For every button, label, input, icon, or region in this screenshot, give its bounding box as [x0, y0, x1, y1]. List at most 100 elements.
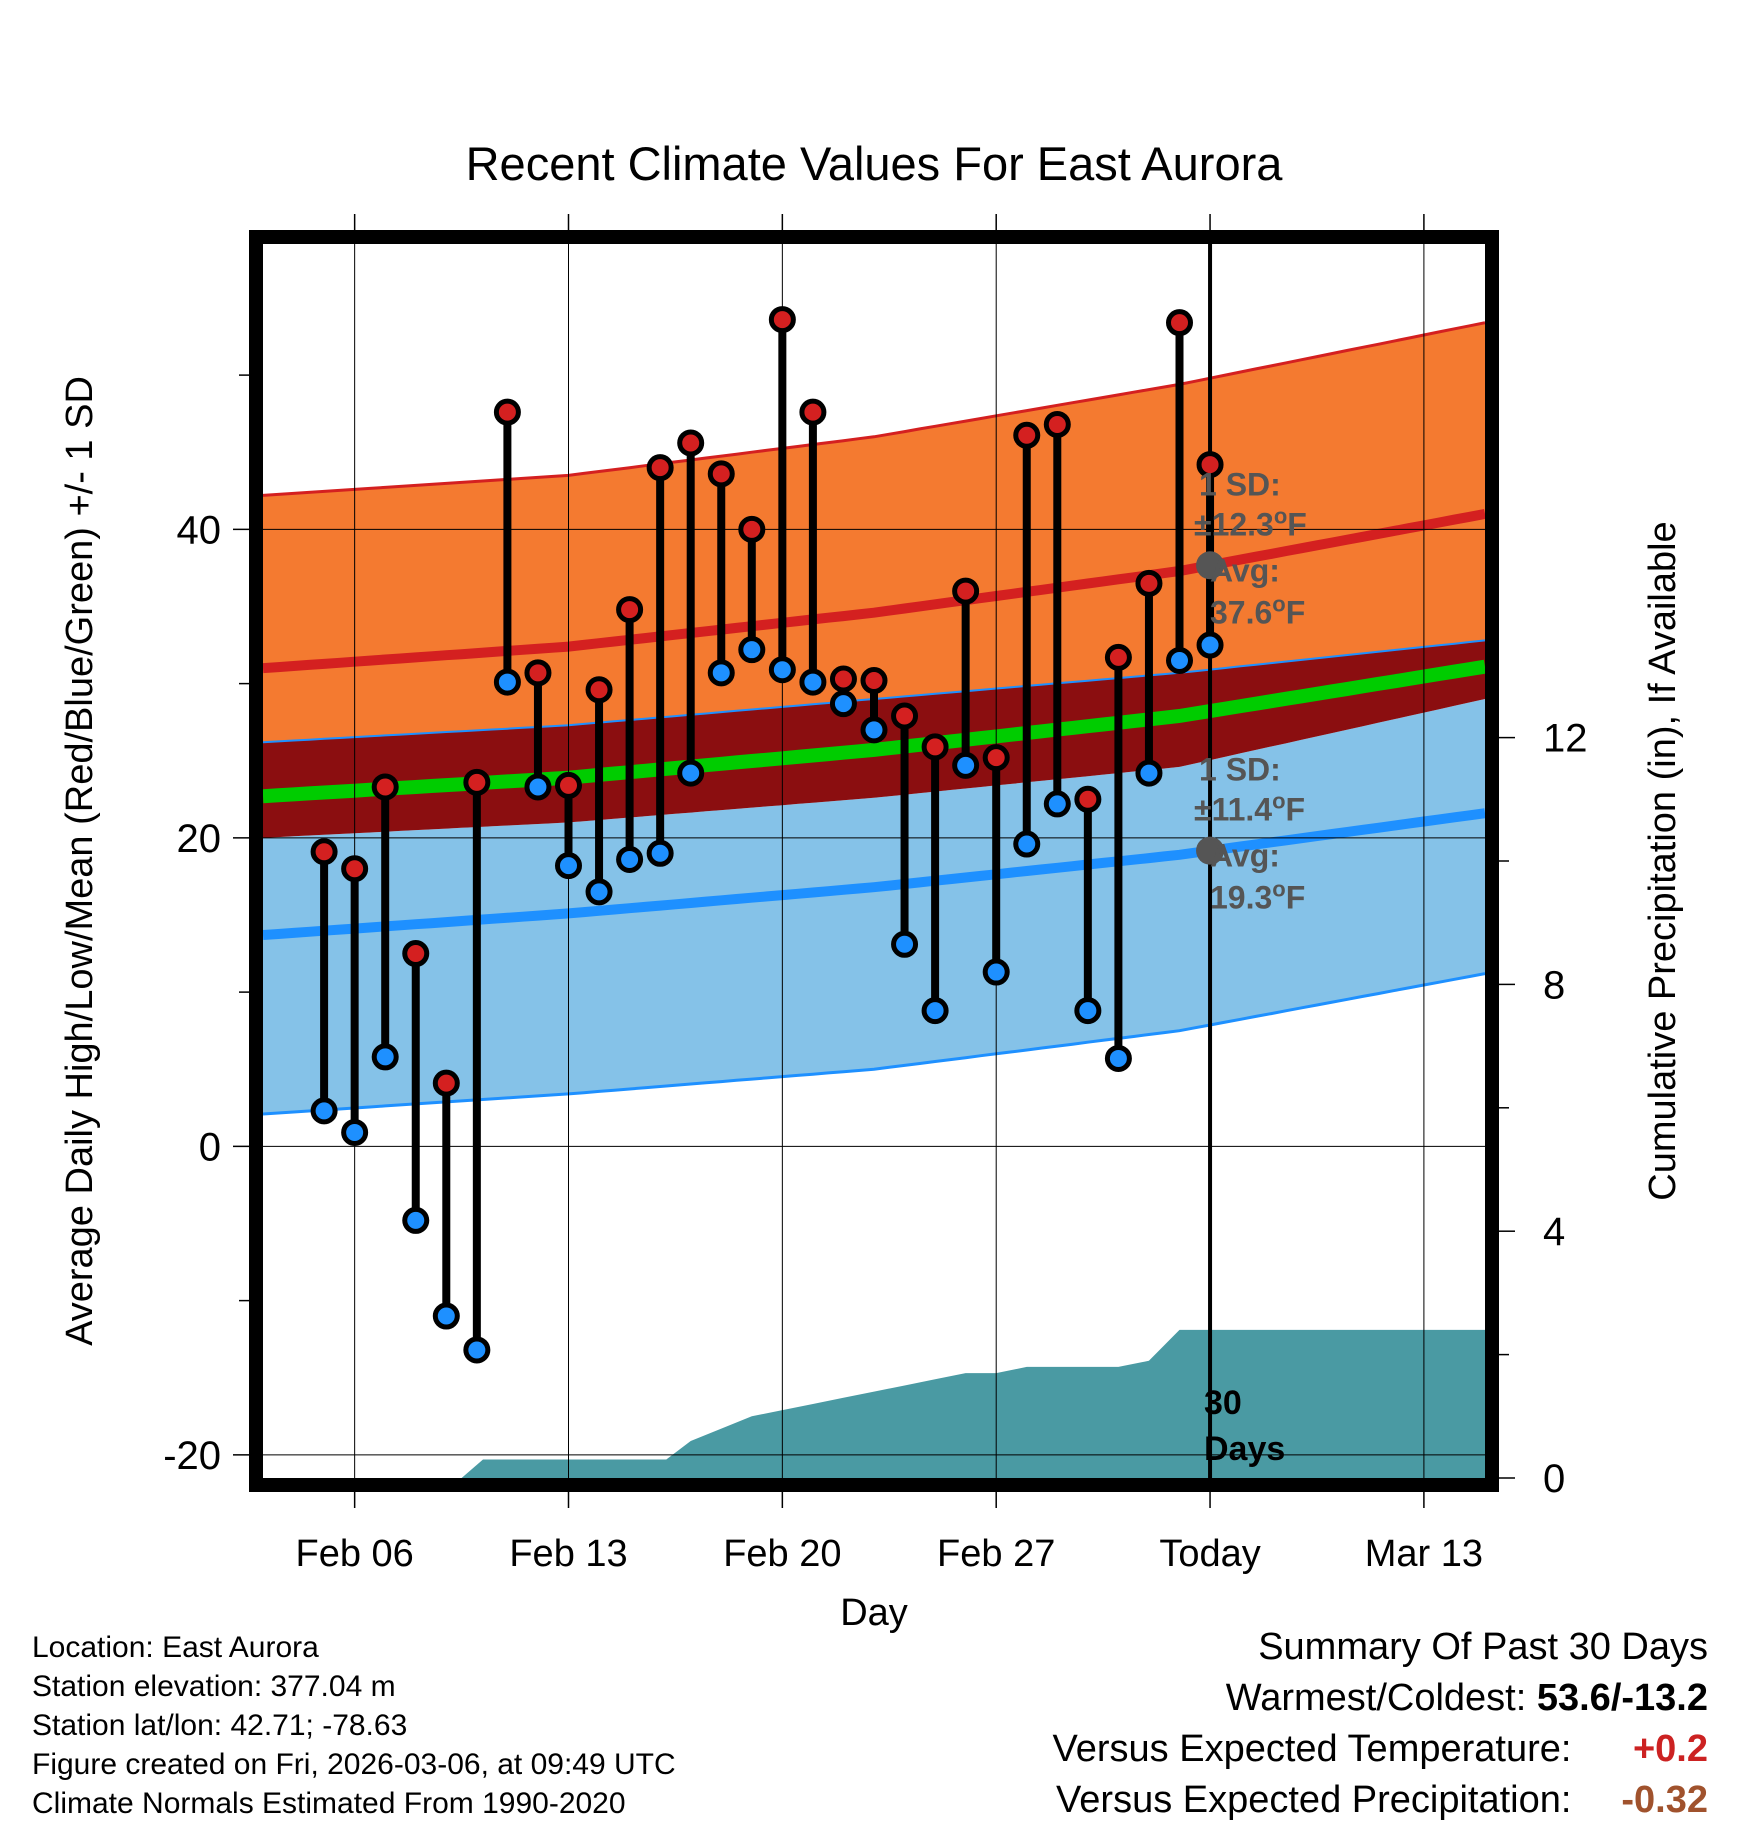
- temp-label: Versus Expected Temperature:: [1052, 1728, 1572, 1770]
- high-marker: [524, 659, 552, 687]
- high-avg-label-part: Avg:: [1210, 552, 1280, 588]
- info-elevation: Station elevation: 377.04 m: [32, 1670, 396, 1703]
- today-high-avg-dot: [1196, 551, 1225, 580]
- low-sd-value: ±11.4oF: [1194, 789, 1305, 828]
- high-marker: [921, 733, 949, 761]
- low-avg-value-part: F: [1286, 880, 1306, 916]
- high-marker: [341, 855, 369, 883]
- high-marker: [463, 768, 491, 796]
- low-marker: [768, 656, 796, 684]
- high-avg-value-part: o: [1272, 591, 1285, 616]
- low-marker: [860, 716, 888, 744]
- high-sd-value: ±12.3oF: [1194, 503, 1307, 542]
- station-info: Location: East Aurora Station elevation:…: [32, 1628, 676, 1823]
- low-marker: [1135, 759, 1163, 787]
- y-tick-label: -20: [163, 1434, 221, 1478]
- low-marker: [463, 1336, 491, 1364]
- info-normals: Climate Normals Estimated From 1990-2020: [32, 1787, 626, 1820]
- high-marker: [952, 577, 980, 605]
- high-marker: [310, 838, 338, 866]
- high-sd-value-part: F: [1287, 506, 1307, 542]
- x-tick-label: Feb 20: [723, 1533, 841, 1575]
- low-marker: [738, 636, 766, 664]
- summary-temp: Versus Expected Temperature: +0.2: [1053, 1724, 1708, 1775]
- low-marker: [1043, 790, 1071, 818]
- low-marker: [1104, 1044, 1132, 1072]
- y-tick-label: 0: [199, 1125, 221, 1169]
- low-sd-label-part: 1 SD:: [1199, 752, 1281, 788]
- low-marker: [371, 1043, 399, 1071]
- low-sd-value-part: F: [1286, 792, 1306, 828]
- high-avg-label: Avg:: [1210, 552, 1280, 588]
- high-marker: [677, 429, 705, 457]
- low-marker: [432, 1302, 460, 1330]
- high-marker: [371, 773, 399, 801]
- low-marker: [341, 1118, 369, 1146]
- low-marker: [982, 958, 1010, 986]
- high-marker: [1074, 785, 1102, 813]
- high-avg-line: [263, 508, 1485, 674]
- x-tick-label: Today: [1159, 1533, 1260, 1575]
- high-marker: [738, 515, 766, 543]
- info-latlon: Station lat/lon: 42.71; -78.63: [32, 1709, 408, 1742]
- plot-frame: [249, 230, 1499, 1492]
- low-marker: [310, 1097, 338, 1125]
- high-marker: [799, 398, 827, 426]
- high-marker: [493, 398, 521, 426]
- today-low-avg-dot: [1196, 836, 1225, 865]
- high-marker: [402, 940, 430, 968]
- y-tick-label: 40: [177, 508, 222, 552]
- precip-label-2: Days: [1204, 1430, 1285, 1468]
- high-marker: [1196, 451, 1224, 479]
- low-marker: [829, 690, 857, 718]
- high-marker: [1166, 309, 1193, 337]
- y2-tick-label: 12: [1543, 717, 1588, 761]
- y2-axis-label: Cumulative Precipitation (in), If Availa…: [1642, 521, 1684, 1200]
- low-marker: [646, 839, 674, 867]
- summary-precip: Versus Expected Precipitation: -0.32: [1053, 1775, 1708, 1826]
- low-lower-line: [263, 972, 1485, 1116]
- low-marker: [402, 1206, 430, 1234]
- low-marker: [1013, 830, 1041, 858]
- low-marker: [585, 878, 613, 906]
- low-sd-value-part: ±11.4: [1194, 792, 1272, 828]
- high-upper-line: [263, 321, 1485, 497]
- low-marker: [707, 659, 735, 687]
- high-marker: [982, 744, 1010, 772]
- low-marker: [799, 668, 827, 696]
- high-marker: [616, 596, 644, 624]
- high-marker: [768, 306, 796, 334]
- low-sd-value-part: o: [1272, 789, 1285, 814]
- low-avg-value-part: o: [1272, 877, 1285, 902]
- low-marker: [952, 751, 980, 779]
- info-created: Figure created on Fri, 2026-03-06, at 09…: [32, 1748, 676, 1781]
- high-marker: [1135, 569, 1163, 597]
- x-tick-label: Feb 06: [295, 1533, 413, 1575]
- low-marker: [524, 773, 552, 801]
- x-tick-label: Feb 27: [937, 1533, 1055, 1575]
- y-tick-label: 20: [177, 817, 222, 861]
- low-marker: [1166, 646, 1193, 674]
- summary-warm-cold: Warmest/Coldest: 53.6/-13.2: [1053, 1673, 1708, 1724]
- y2-tick-label: 8: [1543, 963, 1565, 1007]
- low-marker: [493, 668, 521, 696]
- high-marker: [1013, 421, 1041, 449]
- high-marker: [707, 460, 735, 488]
- low-avg-label-part: Avg:: [1210, 838, 1280, 874]
- high-marker: [555, 771, 582, 799]
- low-marker: [921, 997, 949, 1025]
- warm-cold-value: 53.6/-13.2: [1536, 1677, 1708, 1719]
- low-sd-label: 1 SD:: [1199, 752, 1281, 788]
- y-axis-label: Average Daily High/Low/Mean (Red/Blue/Gr…: [59, 376, 101, 1346]
- high-sd-label: 1 SD:: [1199, 466, 1281, 502]
- high-avg-value-part: 37.6: [1210, 594, 1272, 630]
- high-marker: [646, 454, 674, 482]
- precip-area: [263, 1329, 1485, 1478]
- high-marker: [891, 702, 919, 730]
- chart-title: Recent Climate Values For East Aurora: [466, 137, 1284, 190]
- precip-label: Versus Expected Precipitation:: [1056, 1779, 1572, 1821]
- y2-tick-label: 0: [1543, 1457, 1565, 1501]
- temp-value: +0.2: [1632, 1728, 1708, 1770]
